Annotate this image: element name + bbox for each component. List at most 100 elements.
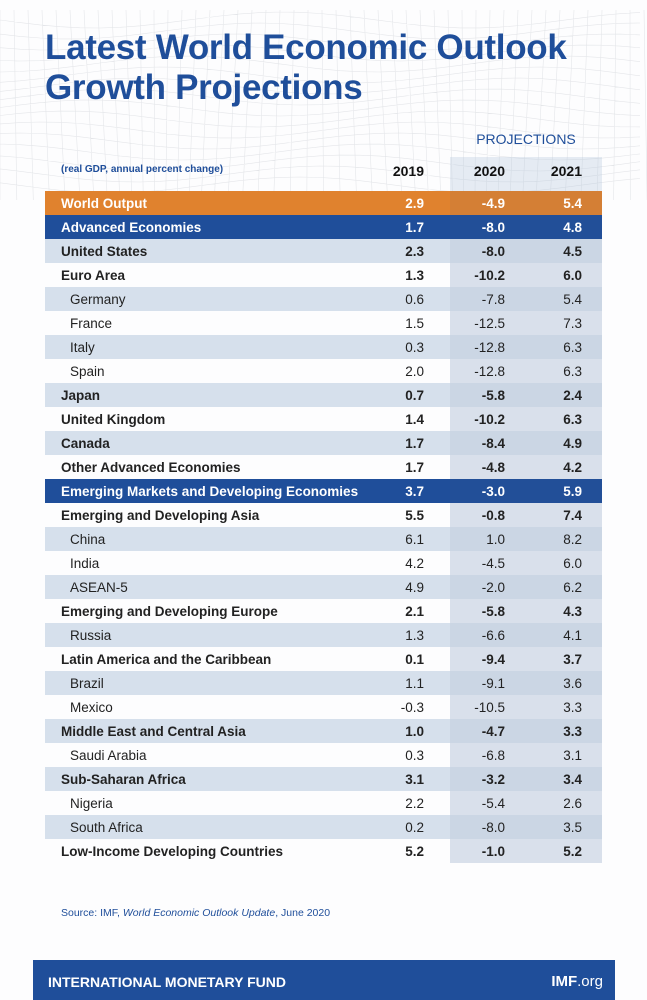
value-2020: 1.0 <box>486 532 505 547</box>
value-2019: 2.1 <box>405 604 424 619</box>
row-label: Sub-Saharan Africa <box>61 772 186 787</box>
projection-cell-shade <box>450 647 602 671</box>
growth-table: World Output 2.9 -4.9 5.4 Advanced Economies… <box>45 191 602 863</box>
row-label: Emerging and Developing Europe <box>61 604 278 619</box>
row-label: China <box>70 532 106 547</box>
value-2021: 6.3 <box>563 412 582 427</box>
value-2020: -4.5 <box>481 556 505 571</box>
table-row: Spain 2.0 -12.8 6.3 <box>45 359 602 383</box>
value-2020: -10.2 <box>474 268 505 283</box>
source-prefix: Source: IMF, <box>61 907 123 919</box>
value-2019: 5.2 <box>405 844 424 859</box>
value-2021: 5.2 <box>563 844 582 859</box>
background-mesh-graphic <box>0 9 647 200</box>
projection-cell-shade <box>450 407 602 431</box>
table-row: Italy 0.3 -12.8 6.3 <box>45 335 602 359</box>
value-2019: 0.3 <box>405 748 424 763</box>
projection-cell-shade <box>450 287 602 311</box>
table-row: Saudi Arabia 0.3 -6.8 3.1 <box>45 743 602 767</box>
value-2020: -4.7 <box>481 724 505 739</box>
projection-cell-shade <box>450 599 602 623</box>
footer-bar: INTERNATIONAL MONETARY FUND IMF.org <box>33 960 615 1000</box>
title-line-2: Growth Projections <box>45 68 363 107</box>
value-2019: 0.2 <box>405 820 424 835</box>
projection-cell-shade <box>450 623 602 647</box>
table-row: Latin America and the Caribbean 0.1 -9.4 3.… <box>45 647 602 671</box>
value-2019: 5.5 <box>405 508 424 523</box>
projection-cell-shade <box>450 383 602 407</box>
table-row: Mexico -0.3 -10.5 3.3 <box>45 695 602 719</box>
footer-url[interactable]: IMF.org <box>551 973 603 990</box>
projection-cell-shade <box>450 335 602 359</box>
projection-cell-shade <box>450 431 602 455</box>
mesh-lines <box>0 9 647 200</box>
row-label: Nigeria <box>70 796 113 811</box>
value-2021: 4.2 <box>563 460 582 475</box>
value-2021: 2.6 <box>563 796 582 811</box>
value-2019: 1.0 <box>405 724 424 739</box>
projection-cell-shade <box>450 671 602 695</box>
row-label: Saudi Arabia <box>70 748 147 763</box>
projection-cell-shade <box>450 215 602 239</box>
row-label: Spain <box>70 364 105 379</box>
value-2019: 1.5 <box>405 316 424 331</box>
value-2021: 4.1 <box>563 628 582 643</box>
table-row: United Kingdom 1.4 -10.2 6.3 <box>45 407 602 431</box>
table-row: Russia 1.3 -6.6 4.1 <box>45 623 602 647</box>
value-2021: 7.4 <box>563 508 582 523</box>
value-2020: -12.5 <box>474 316 505 331</box>
value-2019: 1.3 <box>405 268 424 283</box>
value-2019: 0.6 <box>405 292 424 307</box>
row-label: Low-Income Developing Countries <box>61 844 284 859</box>
value-2020: -5.8 <box>481 604 505 619</box>
value-2019: 0.3 <box>405 340 424 355</box>
row-label: ASEAN-5 <box>70 580 128 595</box>
value-2021: 6.2 <box>563 580 582 595</box>
table-row: Advanced Economies 1.7 -8.0 4.8 <box>45 215 602 239</box>
value-2020: -6.8 <box>481 748 505 763</box>
table-row: Germany 0.6 -7.8 5.4 <box>45 287 602 311</box>
row-label: Canada <box>61 436 110 451</box>
footer-org-name: INTERNATIONAL MONETARY FUND <box>48 974 286 990</box>
row-label: Russia <box>70 628 112 643</box>
table-row: Japan 0.7 -5.8 2.4 <box>45 383 602 407</box>
value-2021: 8.2 <box>563 532 582 547</box>
projection-cell-shade <box>450 527 602 551</box>
page-title: Latest World Economic Outlook Growth Pro… <box>45 28 567 108</box>
value-2019: 0.1 <box>405 652 424 667</box>
value-2020: -10.2 <box>474 412 505 427</box>
table-row: Brazil 1.1 -9.1 3.6 <box>45 671 602 695</box>
value-2019: 3.7 <box>405 484 424 499</box>
projection-cell-shade <box>450 767 602 791</box>
value-2020: -4.8 <box>481 460 505 475</box>
row-label: Latin America and the Caribbean <box>61 652 272 667</box>
projection-cell-shade <box>450 815 602 839</box>
row-label: India <box>70 556 100 571</box>
projection-cell-shade <box>450 551 602 575</box>
row-label: Euro Area <box>61 268 126 283</box>
value-2020: -12.8 <box>474 340 505 355</box>
value-2021: 3.6 <box>563 676 582 691</box>
value-2020: -1.0 <box>481 844 505 859</box>
row-label: South Africa <box>70 820 143 835</box>
projection-cell-shade <box>450 239 602 263</box>
value-2019: -0.3 <box>400 700 424 715</box>
value-2021: 5.4 <box>563 196 582 211</box>
value-2019: 1.4 <box>405 412 424 427</box>
row-label: Other Advanced Economies <box>61 460 241 475</box>
value-2021: 3.4 <box>563 772 582 787</box>
table-row: Sub-Saharan Africa 3.1 -3.2 3.4 <box>45 767 602 791</box>
footer-url-rest: .org <box>577 973 603 990</box>
table-row: Emerging and Developing Asia 5.5 -0.8 7.4 <box>45 503 602 527</box>
value-2019: 1.1 <box>405 676 424 691</box>
table-row: Emerging and Developing Europe 2.1 -5.8 4.3 <box>45 599 602 623</box>
row-label: Emerging Markets and Developing Economie… <box>61 484 359 499</box>
value-2019: 2.2 <box>405 796 424 811</box>
value-2021: 4.8 <box>563 220 582 235</box>
value-2020: -8.4 <box>481 436 505 451</box>
projection-cell-shade <box>450 455 602 479</box>
value-2021: 3.5 <box>563 820 582 835</box>
projection-cell-shade <box>450 575 602 599</box>
projections-label: PROJECTIONS <box>476 131 576 147</box>
value-2019: 2.3 <box>405 244 424 259</box>
